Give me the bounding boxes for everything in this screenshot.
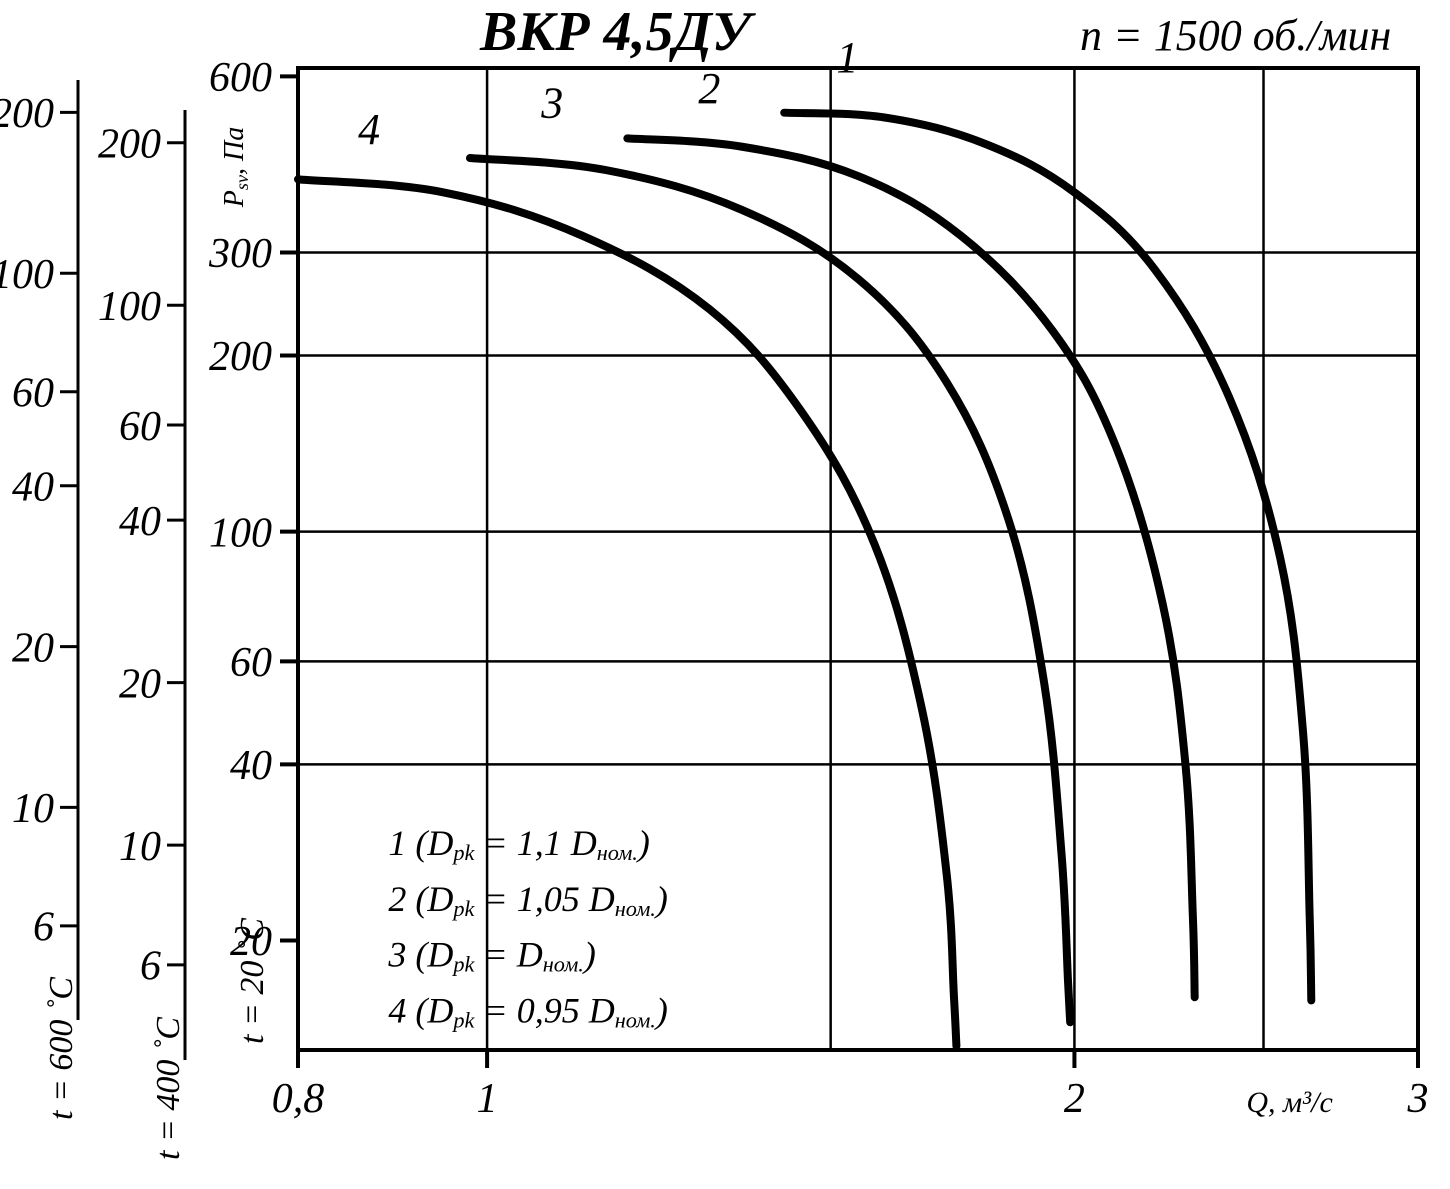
side-axis-1-tick-label: 100 (0, 252, 54, 298)
side-axis-0-tick-label: 60 (119, 404, 161, 450)
y-axis-label: Psv, Па (219, 127, 252, 209)
side-axis-1-label: t = 600 ˚C (43, 977, 80, 1120)
y-tick-label: 300 (208, 231, 272, 277)
side-axis-1-tick-label: 60 (12, 370, 54, 416)
y-tick-label: 600 (209, 55, 272, 101)
x-tick-label: 1 (477, 1076, 498, 1122)
side-axis-0-label: t = 400 ˚C (150, 1017, 187, 1160)
fan-performance-chart: ВКР 4,5ДУ n = 1500 об./мин 0,8 1 2 3 Q, м³/с 20… (0, 0, 1450, 1189)
side-axis-1-tick-label: 6 (33, 905, 54, 951)
y-axis-temp-label-main: t = 20 ˚C (234, 918, 271, 1044)
x-axis-label: Q, м³/с (1246, 1086, 1332, 1119)
x-tick-label: 3 (1407, 1076, 1429, 1122)
side-axis-1-tick-label: 10 (12, 786, 54, 832)
y-tick-label: 200 (209, 334, 272, 380)
background (0, 0, 1450, 1189)
x-tick-label: 2 (1064, 1076, 1085, 1122)
chart-title: ВКР 4,5ДУ (479, 1, 757, 63)
side-axis-0-tick-label: 100 (98, 284, 161, 330)
y-tick-label: 100 (209, 510, 272, 556)
side-axis-0-tick-label: 200 (98, 121, 161, 167)
side-axis-0-tick-label: 6 (140, 944, 161, 990)
x-tick-label: 0,8 (272, 1076, 325, 1122)
side-axis-0-tick-label: 40 (119, 499, 161, 545)
curve-label-1: 1 (836, 33, 858, 82)
chart-subtitle: n = 1500 об./мин (1080, 11, 1391, 60)
y-tick-label: 40 (230, 743, 272, 789)
side-axis-1-tick-label: 200 (0, 91, 54, 137)
side-axis-1-tick-label: 40 (12, 465, 54, 511)
curve-label-4: 4 (358, 105, 380, 154)
side-axis-1-tick-label: 20 (12, 625, 54, 671)
side-axis-0-tick-label: 10 (119, 824, 161, 870)
curve-label-2: 2 (698, 64, 720, 113)
curve-label-3: 3 (540, 79, 563, 128)
y-tick-label: 60 (230, 640, 272, 686)
side-axis-0-tick-label: 20 (119, 661, 161, 707)
